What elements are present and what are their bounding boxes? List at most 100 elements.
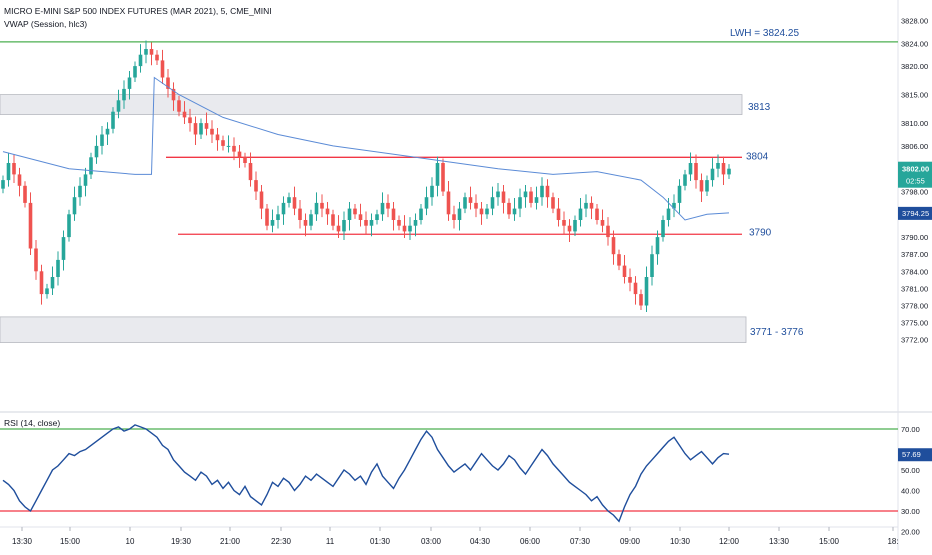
candle-body [413, 220, 418, 226]
candle-body [1, 180, 5, 189]
candle-body [705, 180, 709, 192]
price-tick-label: 3778.00 [901, 302, 928, 311]
price-tick-label: 3824.00 [901, 39, 928, 48]
time-tick-label: 12:00 [719, 537, 740, 546]
candle-body [545, 185, 550, 198]
candle-body [551, 197, 555, 209]
price-tick-label: 3787.00 [901, 250, 928, 259]
candle-body [83, 174, 88, 186]
candle-body [28, 202, 33, 249]
candle-body [281, 202, 286, 215]
candle-body [501, 191, 506, 203]
last-price-value: 3802.00 [902, 165, 929, 174]
candle-body [215, 134, 220, 141]
vwap-price-tag [898, 206, 932, 220]
time-tick-label: 06:00 [520, 537, 541, 546]
candle-body [122, 88, 126, 101]
candle-body [248, 163, 253, 181]
rsi-line [2, 424, 730, 523]
candle-body [72, 197, 77, 215]
candle-body [336, 225, 341, 232]
time-tick-label: 21:00 [220, 537, 241, 546]
candle-body [138, 54, 143, 67]
candle-body [237, 151, 242, 158]
time-tick-label: 18: [887, 537, 898, 546]
candle-body [606, 225, 610, 238]
candle-body [23, 185, 27, 203]
candle-body [677, 185, 682, 203]
candle-body [166, 77, 170, 89]
candle-body [320, 202, 324, 209]
candle-body [298, 208, 302, 220]
candle-body [534, 197, 539, 203]
candle-body [221, 140, 225, 146]
candle-body [578, 208, 583, 220]
time-tick-label: 10:30 [670, 537, 691, 546]
candle-body [89, 157, 93, 175]
candle-body [56, 259, 60, 277]
candle-body [45, 288, 49, 295]
candle-body [325, 208, 330, 215]
candle-body [474, 202, 478, 209]
vwap-indicator-label: VWAP (Session, hlc3) [4, 19, 88, 29]
candle-body [628, 277, 632, 283]
time-tick-label: 11 [326, 537, 335, 546]
candle-body [303, 220, 308, 226]
candle-body [512, 208, 517, 215]
candle-body [160, 60, 165, 78]
resistance-zone-3813 [0, 94, 743, 115]
candle-body [353, 208, 357, 215]
candle-body [430, 185, 434, 198]
candle-body [716, 163, 720, 169]
candle-body [243, 157, 247, 163]
level-annotation-3790: 3790 [749, 227, 772, 238]
candle-body [650, 254, 654, 277]
candle-body [666, 208, 671, 220]
candle-body [314, 202, 319, 215]
candle-body [127, 77, 132, 89]
candle-body [254, 180, 258, 192]
candle-body [600, 220, 605, 226]
candle-body [17, 174, 22, 186]
candle-body [397, 220, 401, 226]
candle-body [331, 214, 335, 226]
candle-body [67, 214, 71, 238]
time-tick-label: 09:00 [620, 537, 641, 546]
candle-body [133, 66, 137, 78]
candle-body [424, 197, 429, 209]
time-tick-label: 22:30 [271, 537, 292, 546]
candle-body [584, 202, 588, 209]
candle-body [155, 54, 159, 61]
candle-body [661, 220, 665, 238]
candle-body [347, 208, 352, 220]
candle-body [364, 220, 368, 226]
candle-body [105, 128, 110, 135]
candle-body [727, 168, 731, 175]
candle-body [523, 191, 528, 198]
candle-body [562, 220, 566, 226]
candle-body [567, 225, 572, 232]
candle-body [226, 145, 231, 147]
candle-body [402, 225, 407, 232]
price-tick-label: 3775.00 [901, 319, 928, 328]
candle-body [589, 202, 594, 209]
candle-body [617, 254, 621, 266]
candle-body [463, 197, 467, 209]
time-tick-label: 19:30 [171, 537, 192, 546]
price-tick-label: 3810.00 [901, 119, 928, 128]
price-tick-label: 3820.00 [901, 62, 928, 71]
candle-body [171, 88, 176, 101]
price-tick-label: 3784.00 [901, 267, 928, 276]
candle-body [94, 145, 99, 158]
bar-countdown: 02:55 [906, 177, 925, 186]
candle-body [639, 294, 643, 306]
candle-body [468, 197, 473, 203]
time-tick-label: 01:30 [370, 537, 391, 546]
candle-body [375, 214, 379, 220]
candle-body [232, 145, 236, 152]
candle-body [683, 174, 687, 186]
candle-body [485, 208, 489, 215]
vwap-line [2, 76, 730, 221]
